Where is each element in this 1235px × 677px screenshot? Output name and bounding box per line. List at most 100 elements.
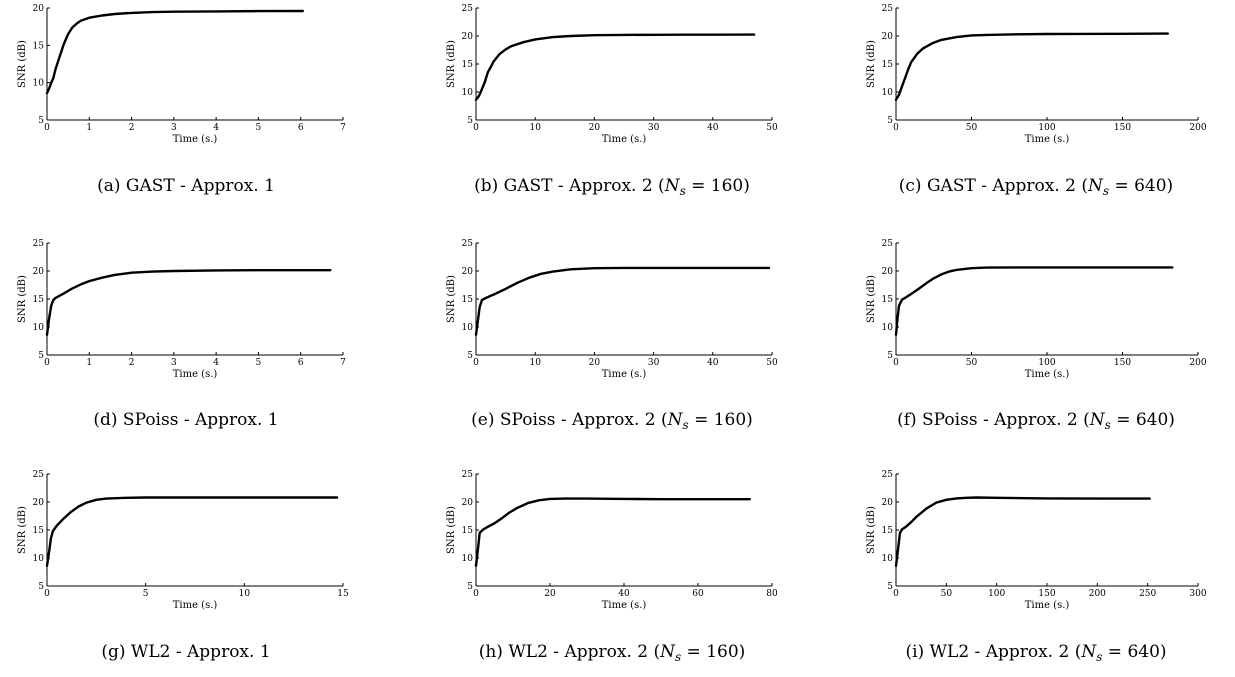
x-tick-label: 10 — [239, 589, 251, 599]
y-tick-label: 25 — [33, 470, 45, 480]
chart-panel-a: 0 1 2 3 4 5 6 7 5 10 15 20 Time (s.) SNR (dB) (a) GAST… — [17, 4, 346, 196]
x-tick-label: 200 — [1189, 123, 1206, 133]
panel-caption: (b) GAST - Approx. 2 (Ns = 160) — [474, 176, 750, 198]
x-tick-label: 5 — [256, 123, 262, 133]
y-tick-label: 10 — [462, 323, 474, 333]
x-axis-label: Time (s.) — [602, 134, 647, 145]
panel-caption: (f) SPoiss - Approx. 2 (Ns = 640) — [897, 410, 1175, 432]
x-tick-label: 50 — [941, 589, 953, 599]
y-tick-label: 20 — [462, 267, 474, 277]
series-line-0 — [474, 497, 751, 567]
y-tick-label: 20 — [882, 267, 894, 277]
y-tick-label: 15 — [882, 60, 894, 70]
panel-caption: (i) WL2 - Approx. 2 (Ns = 640) — [905, 642, 1166, 664]
panel-caption: (e) SPoiss - Approx. 2 (Ns = 160) — [471, 410, 753, 432]
x-tick-label: 0 — [893, 123, 899, 133]
x-tick-label: 3 — [171, 358, 177, 368]
y-tick-label: 5 — [467, 351, 473, 361]
chart-panel-i: 0 50 100 150 200 250 300 5 10 15 20 25 Time (s.) SNR … — [866, 470, 1207, 664]
y-axis-label: SNR (dB) — [17, 40, 28, 88]
panel-caption: (g) WL2 - Approx. 1 — [101, 642, 270, 662]
y-tick-label: 5 — [887, 582, 893, 592]
x-axis-label: Time (s.) — [173, 600, 218, 611]
x-axis-label: Time (s.) — [173, 369, 218, 380]
y-tick-label: 10 — [462, 554, 474, 564]
y-axis-label: SNR (dB) — [17, 506, 28, 554]
y-axis-label: SNR (dB) — [17, 275, 28, 323]
y-tick-label: 10 — [33, 79, 45, 89]
y-axis-label: SNR (dB) — [866, 506, 877, 554]
x-tick-label: 0 — [473, 358, 479, 368]
x-tick-label: 100 — [1038, 123, 1055, 133]
x-tick-label: 150 — [1114, 123, 1131, 133]
x-tick-label: 250 — [1139, 589, 1156, 599]
panel-caption: (d) SPoiss - Approx. 1 — [93, 410, 278, 430]
y-tick-label: 20 — [882, 498, 894, 508]
x-tick-label: 150 — [1038, 589, 1055, 599]
y-tick-label: 5 — [38, 116, 44, 126]
series-line-0 — [45, 496, 339, 567]
series-line-0 — [894, 496, 1151, 567]
x-tick-label: 20 — [544, 589, 556, 599]
x-tick-label: 40 — [707, 123, 719, 133]
y-tick-label: 25 — [882, 239, 894, 249]
x-axis-label: Time (s.) — [602, 600, 647, 611]
x-tick-label: 80 — [766, 589, 778, 599]
y-tick-label: 25 — [462, 4, 474, 14]
y-tick-label: 5 — [467, 116, 473, 126]
chart-panel-c: 0 50 100 150 200 5 10 15 20 25 Time (s.) SNR (dB) (c… — [866, 4, 1207, 198]
x-tick-label: 1 — [86, 358, 92, 368]
y-tick-label: 20 — [462, 32, 474, 42]
y-tick-label: 5 — [887, 116, 893, 126]
y-axis-label: SNR (dB) — [866, 275, 877, 323]
y-tick-label: 25 — [882, 4, 894, 14]
x-tick-label: 40 — [618, 589, 630, 599]
x-tick-label: 1 — [86, 123, 92, 133]
series-line-0 — [894, 32, 1170, 102]
x-tick-label: 0 — [44, 358, 50, 368]
x-tick-label: 300 — [1189, 589, 1206, 599]
x-axis-label: Time (s.) — [602, 369, 647, 380]
x-tick-label: 50 — [966, 123, 978, 133]
y-tick-label: 15 — [462, 295, 474, 305]
x-tick-label: 7 — [340, 123, 346, 133]
chart-panel-d: 0 1 2 3 4 5 6 7 5 10 15 20 25 Time (s.) SNR (dB) (d) SP… — [17, 239, 346, 430]
x-tick-label: 100 — [1038, 358, 1055, 368]
x-tick-label: 6 — [298, 358, 304, 368]
panel-caption: (a) GAST - Approx. 1 — [97, 176, 275, 196]
series-line-0 — [45, 269, 332, 336]
x-tick-label: 3 — [171, 123, 177, 133]
y-tick-label: 15 — [462, 526, 474, 536]
x-tick-label: 40 — [707, 358, 719, 368]
x-tick-label: 20 — [589, 123, 601, 133]
y-axis-label: SNR (dB) — [446, 275, 457, 323]
x-tick-label: 0 — [44, 123, 50, 133]
x-tick-label: 10 — [529, 358, 541, 368]
y-tick-label: 10 — [33, 323, 45, 333]
x-tick-label: 200 — [1189, 358, 1206, 368]
chart-panel-b: 0 10 20 30 40 50 5 10 15 20 25 Time (s.) SNR (dB) (b)… — [446, 4, 778, 198]
x-axis-label: Time (s.) — [1025, 369, 1070, 380]
y-tick-label: 25 — [462, 239, 474, 249]
y-tick-label: 20 — [33, 498, 45, 508]
y-tick-label: 15 — [882, 295, 894, 305]
x-tick-label: 0 — [44, 589, 50, 599]
x-axis-label: Time (s.) — [1025, 134, 1070, 145]
x-tick-label: 4 — [213, 123, 219, 133]
x-tick-label: 6 — [298, 123, 304, 133]
y-axis-label: SNR (dB) — [866, 40, 877, 88]
series-line-0 — [894, 266, 1174, 336]
y-tick-label: 10 — [33, 554, 45, 564]
x-tick-label: 100 — [988, 589, 1005, 599]
x-axis-label: Time (s.) — [1025, 600, 1070, 611]
x-tick-label: 7 — [340, 358, 346, 368]
x-tick-label: 0 — [473, 589, 479, 599]
y-tick-label: 20 — [462, 498, 474, 508]
x-tick-label: 50 — [766, 123, 778, 133]
panel-caption: (c) GAST - Approx. 2 (Ns = 640) — [899, 176, 1173, 198]
series-line-0 — [474, 33, 756, 102]
y-tick-label: 15 — [33, 41, 45, 51]
y-axis-label: SNR (dB) — [446, 40, 457, 88]
x-tick-label: 2 — [129, 358, 135, 368]
